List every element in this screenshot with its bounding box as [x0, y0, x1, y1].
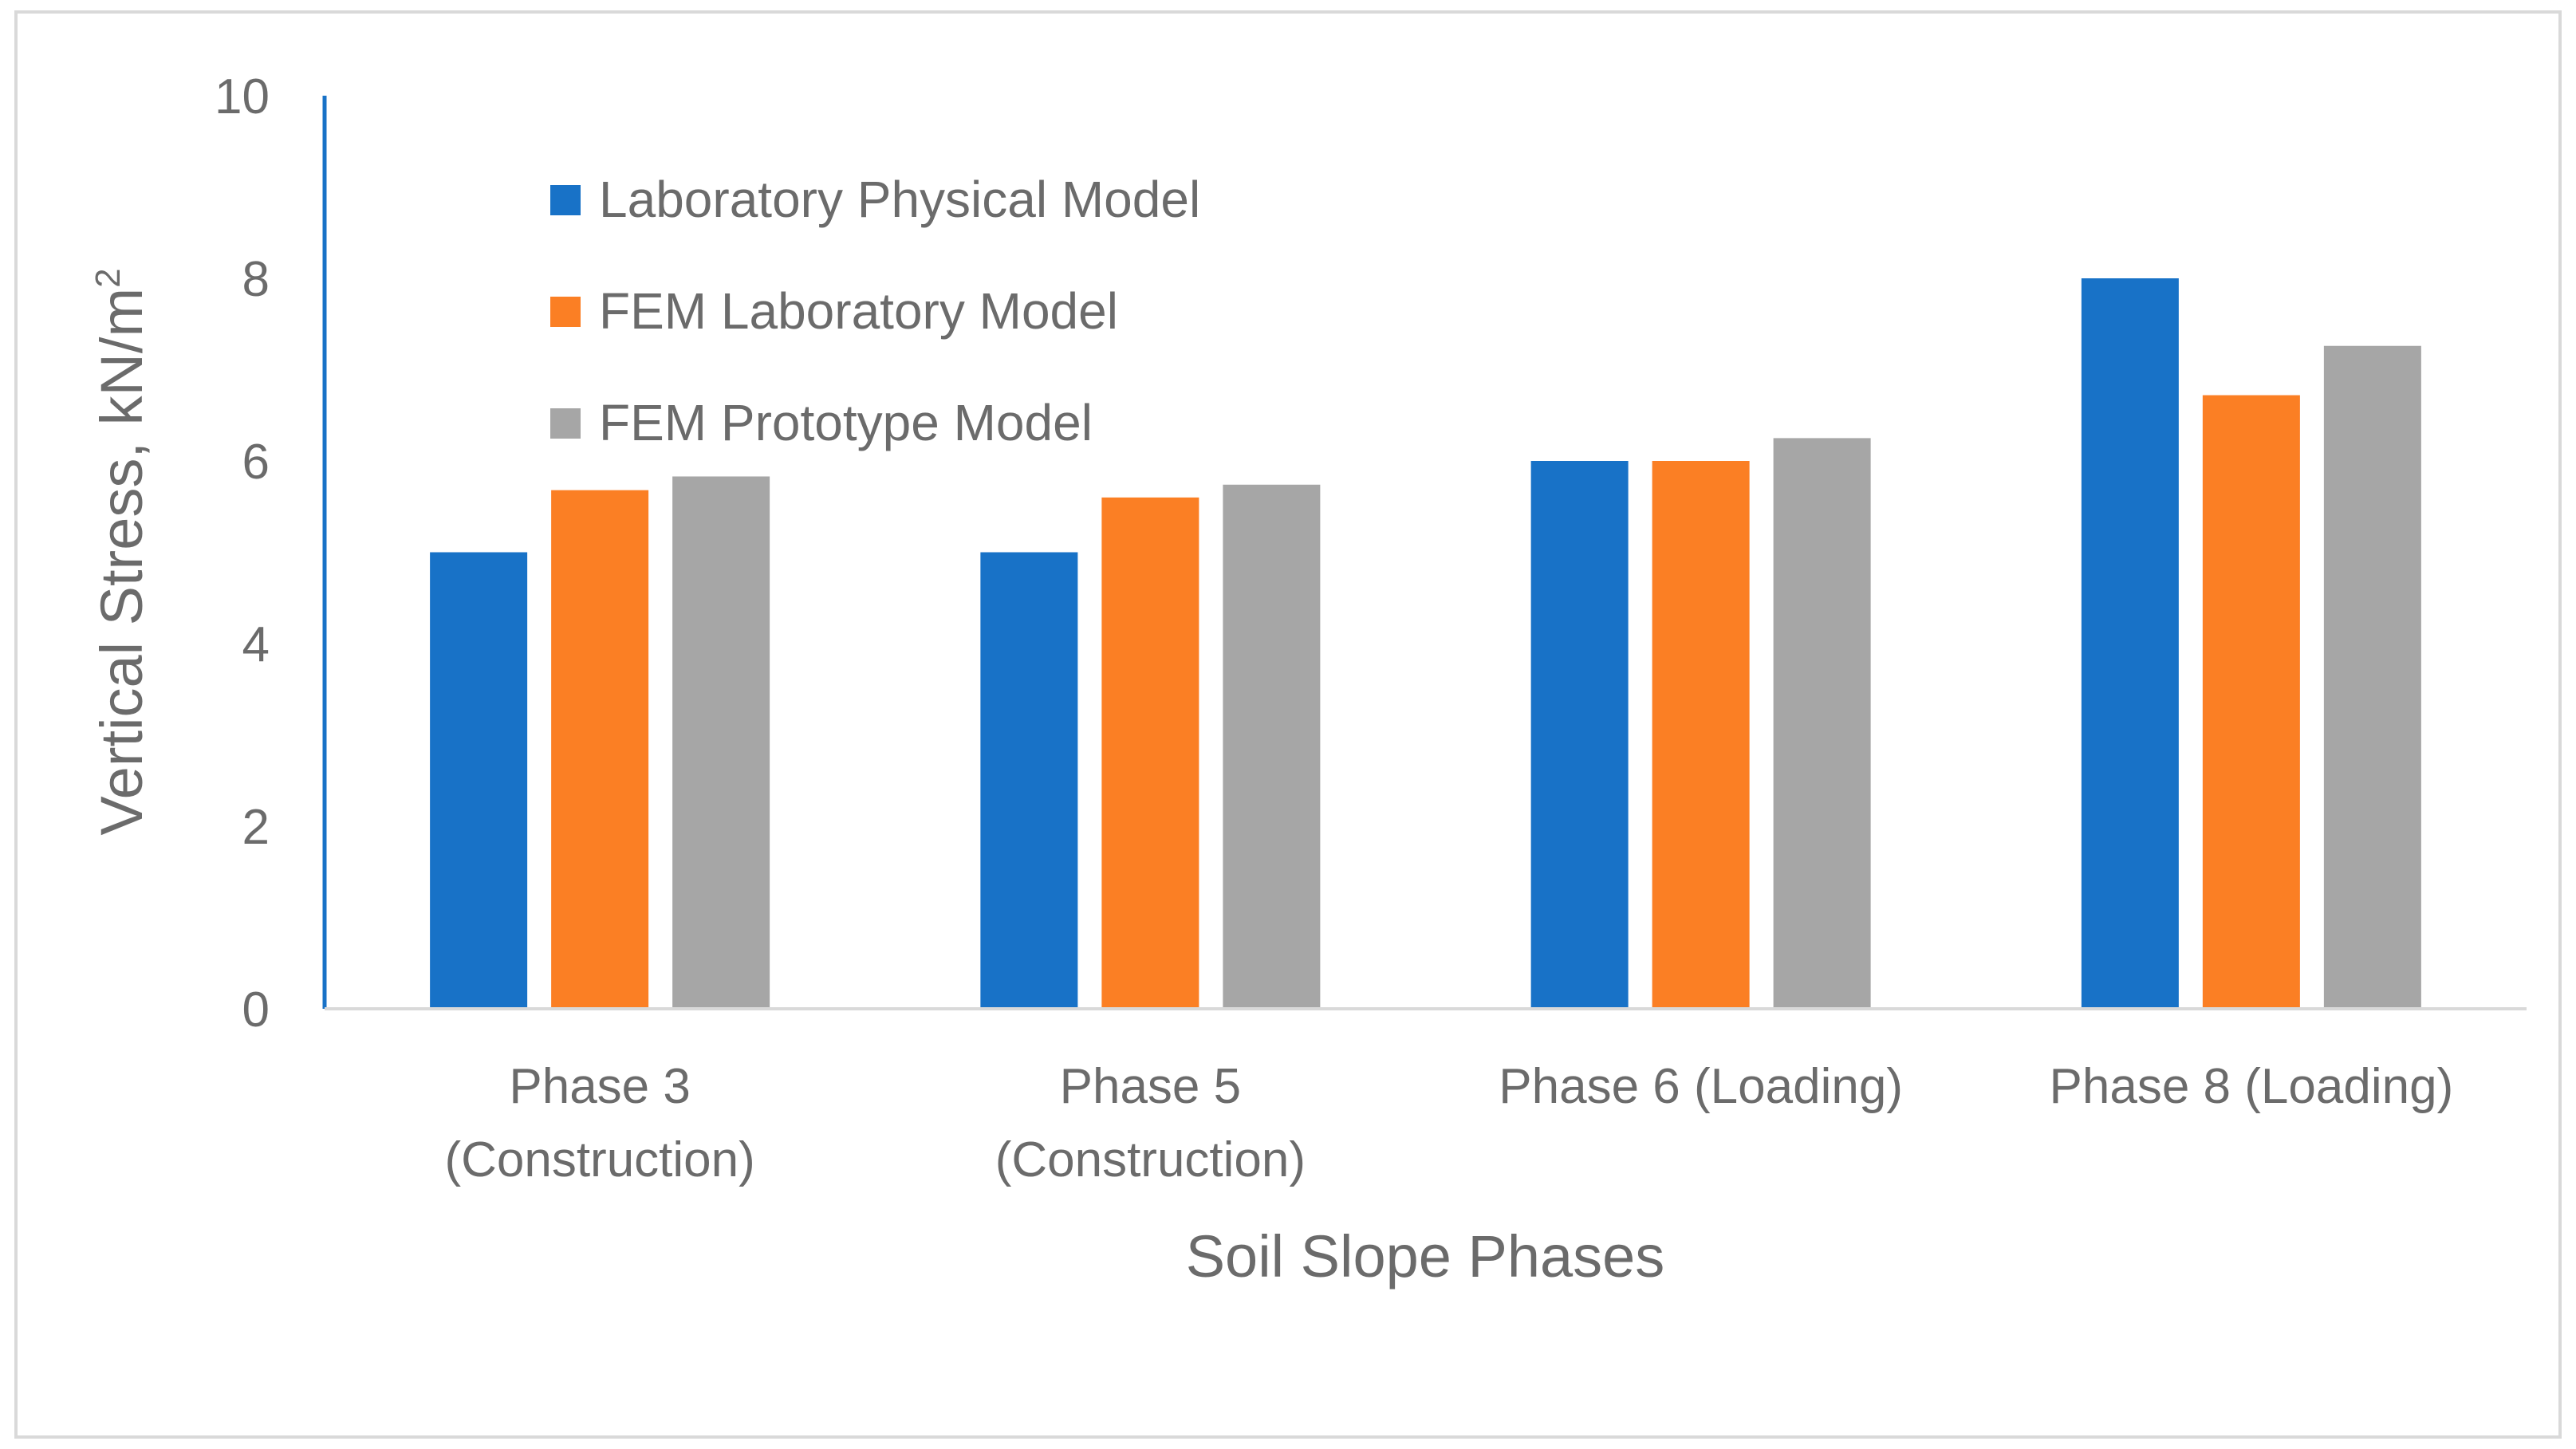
- bar-1-cat-1: [430, 552, 528, 1009]
- bar-1-cat-3: [1530, 461, 1629, 1009]
- y-tick-label: 4: [242, 617, 270, 672]
- bars-layer: [430, 278, 2421, 1010]
- y-tick-label: 2: [242, 800, 270, 855]
- bar-3-cat-3: [1773, 438, 1871, 1009]
- legend-swatch: [550, 297, 581, 327]
- bar-3-cat-4: [2323, 345, 2421, 1010]
- bar-1-cat-4: [2081, 278, 2179, 1009]
- bar-3-cat-2: [1223, 484, 1321, 1009]
- bar-2-cat-1: [551, 490, 649, 1009]
- legend-label: FEM Prototype Model: [599, 394, 1093, 451]
- y-tick-label: 6: [242, 435, 270, 490]
- y-tick-label: 0: [242, 982, 270, 1038]
- x-tick-label-line: (Construction): [995, 1132, 1306, 1187]
- x-tick-label-line: Phase 6 (Loading): [1499, 1059, 1903, 1114]
- y-tick-label: 8: [242, 252, 270, 307]
- x-tick-label: Phase 5 (Construction): [995, 1059, 1306, 1187]
- x-tick-label: Phase 3 (Construction): [444, 1059, 754, 1187]
- legend-label: FEM Laboratory Model: [599, 282, 1118, 340]
- x-tick-label-line: Phase 3: [509, 1059, 691, 1114]
- legend-swatch: [550, 185, 581, 215]
- y-tick-label: 10: [215, 69, 270, 124]
- bar-2-cat-3: [1652, 461, 1750, 1009]
- legend: Laboratory Physical Model FEM Laboratory …: [550, 171, 1200, 451]
- x-tick-label-line: (Construction): [444, 1132, 754, 1187]
- y-axis-title: Vertical Stress, kN/m2: [89, 268, 155, 835]
- y-axis-title-superscript: 2: [89, 268, 128, 287]
- y-axis-title-text: Vertical Stress, kN/m: [89, 288, 155, 836]
- x-axis-title: Soil Slope Phases: [1186, 1223, 1665, 1290]
- bar-1-cat-2: [980, 552, 1078, 1009]
- legend-swatch: [550, 408, 581, 439]
- bar-2-cat-4: [2202, 395, 2300, 1009]
- x-tick-labels: Phase 3 (Construction) Phase 5 (Constructio…: [444, 1059, 2453, 1187]
- x-tick-label-line: Phase 5: [1060, 1059, 1242, 1114]
- legend-label: Laboratory Physical Model: [599, 171, 1200, 228]
- x-tick-label-line: Phase 8 (Loading): [2050, 1059, 2454, 1114]
- bar-2-cat-2: [1101, 497, 1199, 1009]
- y-tick-labels: 0 2 4 6 8 10: [215, 69, 270, 1038]
- x-tick-label: Phase 6 (Loading): [1499, 1059, 1903, 1114]
- x-tick-label: Phase 8 (Loading): [2050, 1059, 2454, 1114]
- bar-3-cat-1: [672, 476, 770, 1009]
